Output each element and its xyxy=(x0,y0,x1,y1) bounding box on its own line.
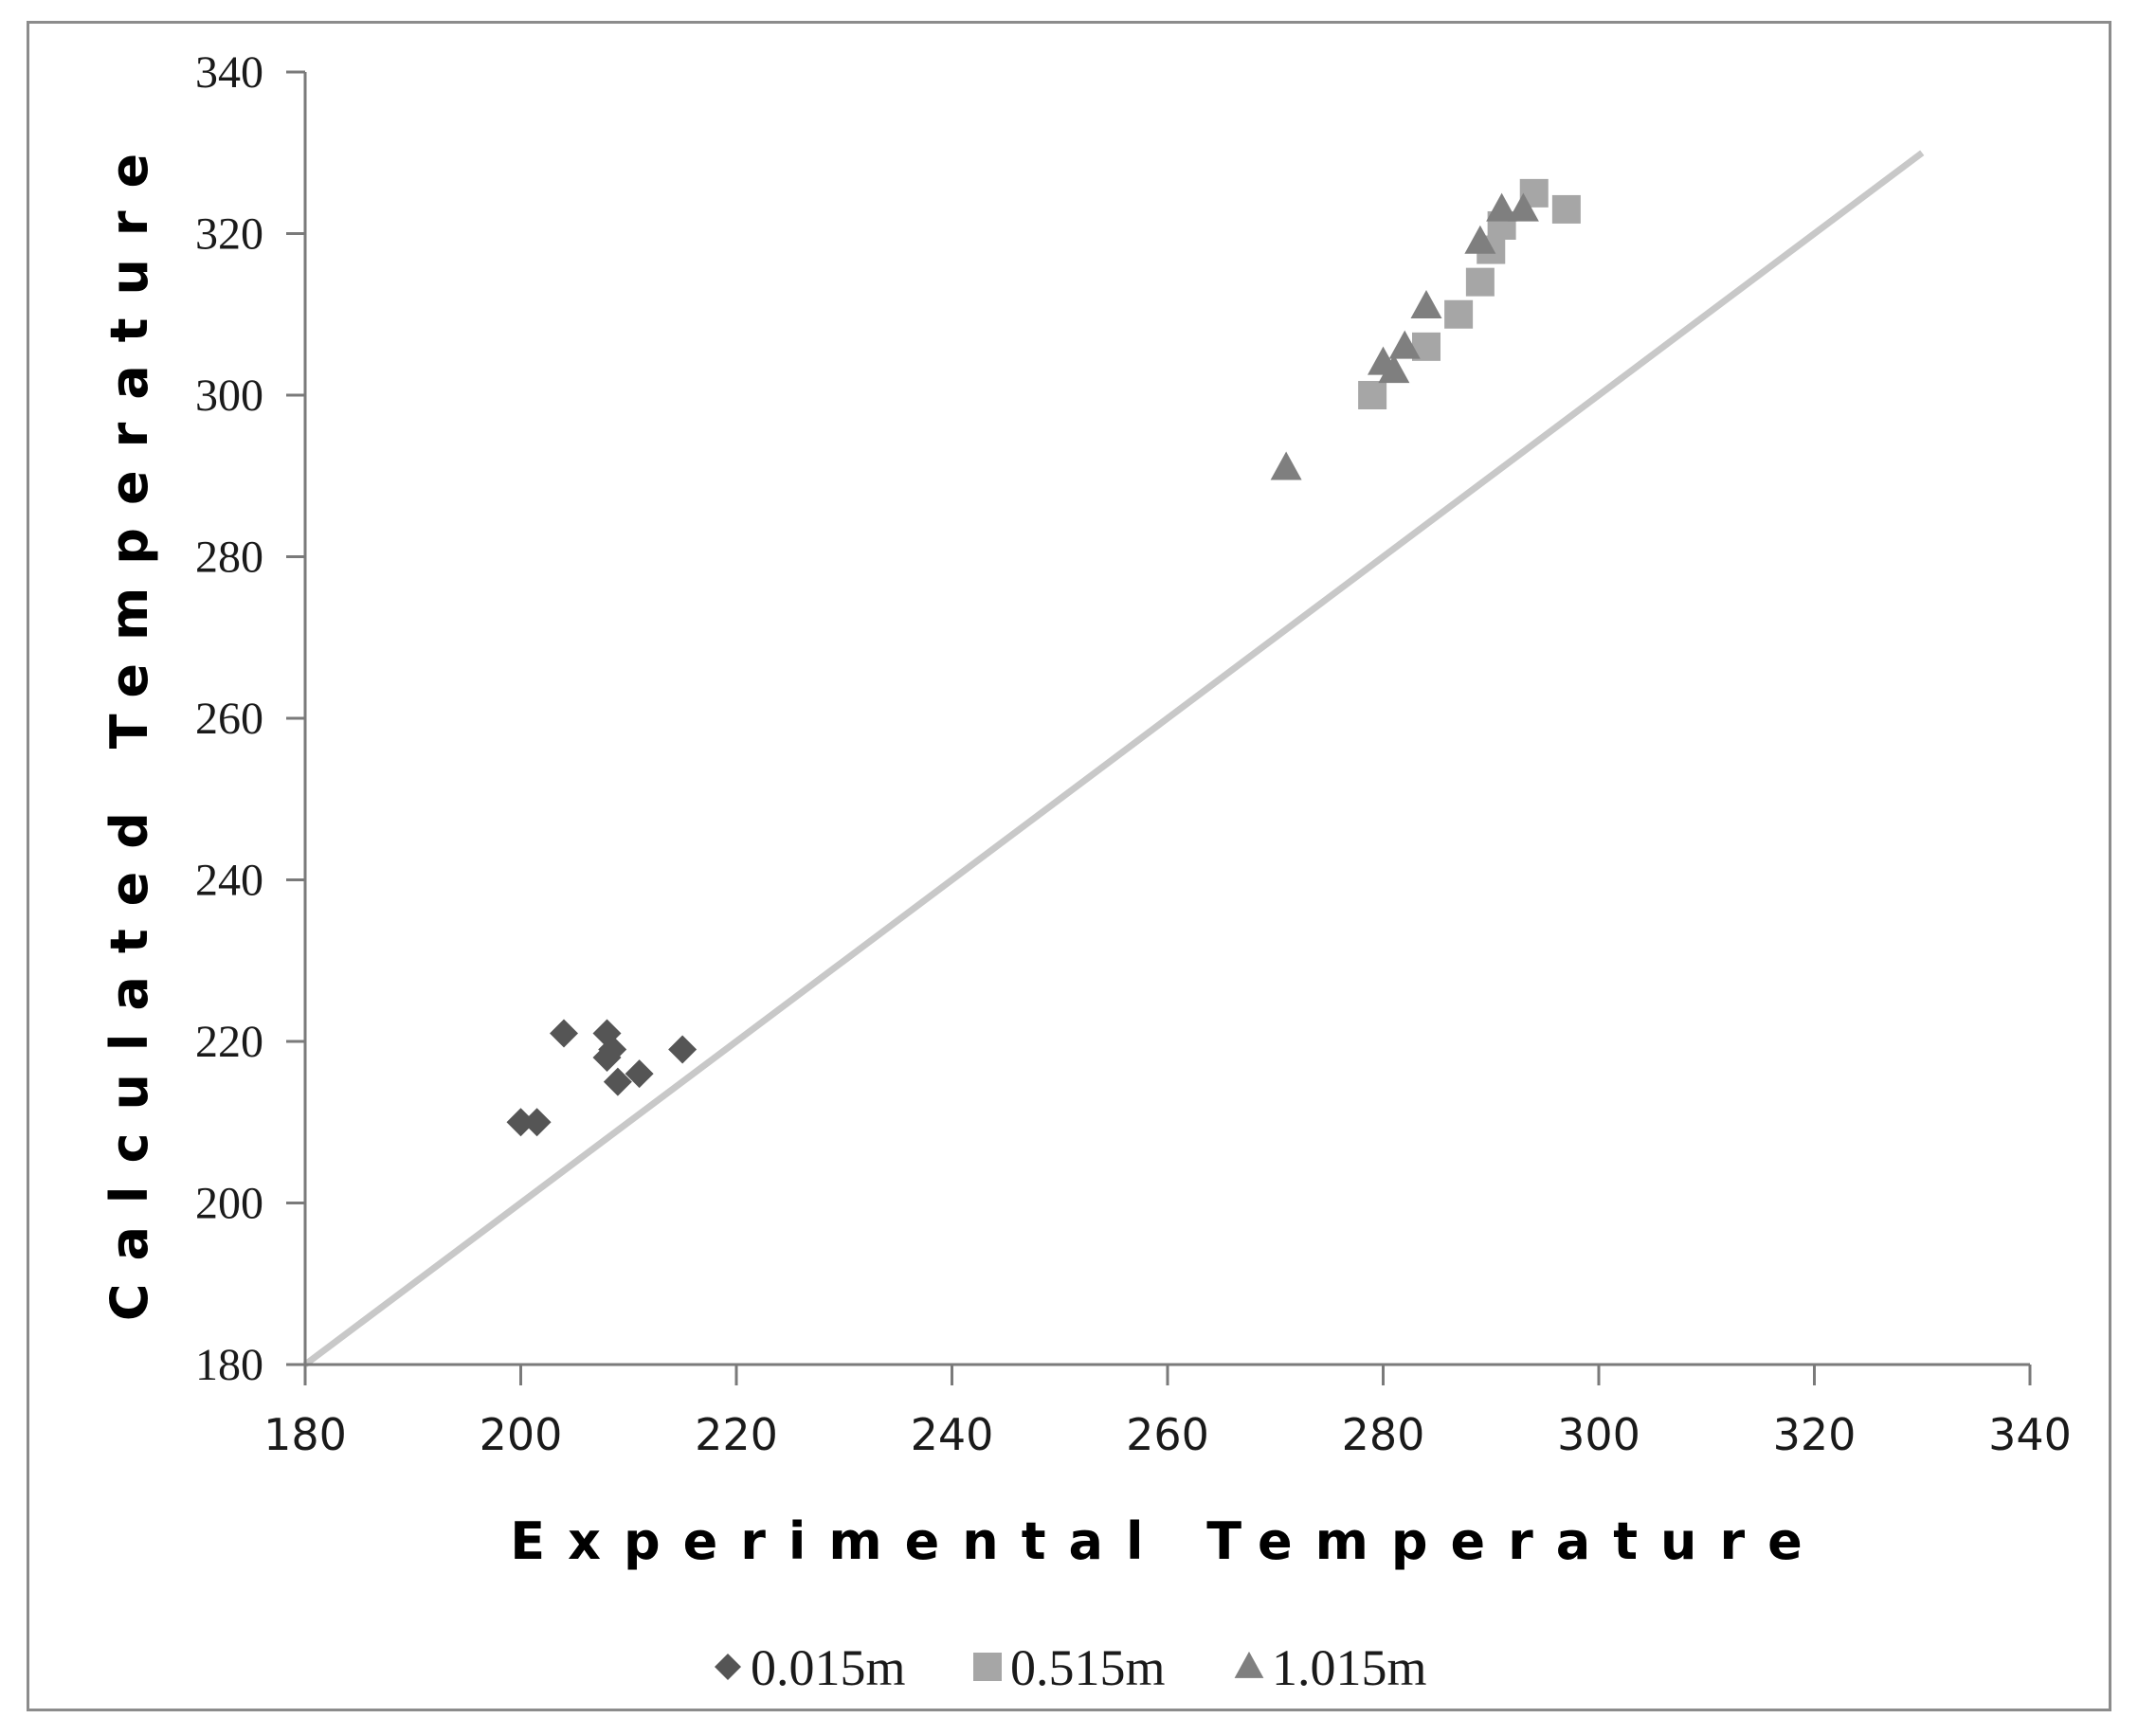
data-point-triangle xyxy=(1270,451,1302,480)
y-tick-label: 340 xyxy=(195,47,263,98)
y-tick-label: 180 xyxy=(195,1340,263,1390)
y-axis-title: Calculated Temperature xyxy=(100,131,159,1321)
data-point-triangle xyxy=(1410,289,1442,318)
x-tick-label: 200 xyxy=(480,1409,563,1460)
reference-line xyxy=(302,150,1925,1367)
legend-label: 1.015m xyxy=(1272,1639,1427,1696)
x-axis-ticks: 180 200 220 240 260 280 300 320 340 xyxy=(263,1365,2072,1460)
chart-frame xyxy=(27,21,2111,1711)
legend-marker-square xyxy=(973,1653,1002,1681)
data-points xyxy=(506,178,1581,1137)
data-point-diamond xyxy=(550,1019,578,1048)
legend-marker-diamond xyxy=(715,1654,741,1680)
data-point-triangle xyxy=(1378,354,1410,384)
y-tick-label: 220 xyxy=(195,1017,263,1067)
x-tick-label: 220 xyxy=(695,1409,778,1460)
data-point-diamond xyxy=(506,1108,535,1137)
legend-marker-triangle xyxy=(1234,1651,1264,1678)
data-point-triangle xyxy=(1507,192,1539,222)
y-tick-label: 200 xyxy=(195,1179,263,1229)
data-point-square xyxy=(1465,267,1495,297)
y-tick-label: 280 xyxy=(195,533,263,583)
data-point-triangle xyxy=(1388,330,1421,359)
x-tick-label: 340 xyxy=(1988,1409,2072,1460)
data-point-diamond xyxy=(625,1059,654,1089)
data-point-diamond xyxy=(668,1035,698,1064)
data-point-square xyxy=(1551,194,1581,224)
y-tick-label: 320 xyxy=(195,209,263,260)
data-point-diamond xyxy=(522,1108,552,1137)
x-tick-label: 260 xyxy=(1126,1409,1209,1460)
y-axis-ticks: 180 200 220 240 260 280 300 320 340 xyxy=(195,47,305,1390)
data-point-diamond xyxy=(603,1067,632,1096)
y-tick-label: 240 xyxy=(195,856,263,906)
reference-line-layer xyxy=(302,150,1925,1367)
legend-label: 0.515m xyxy=(1010,1639,1166,1696)
x-tick-label: 180 xyxy=(263,1409,347,1460)
y-tick-label: 300 xyxy=(195,371,263,421)
data-point-triangle xyxy=(1486,192,1518,222)
data-point-square xyxy=(1444,299,1474,329)
x-tick-label: 240 xyxy=(911,1409,994,1460)
legend-label: 0.015m xyxy=(751,1639,906,1696)
data-point-triangle xyxy=(1464,225,1496,254)
data-point-diamond xyxy=(592,1043,622,1073)
legend: 0.015m 0.515m 1.015m xyxy=(715,1639,1427,1696)
x-axis-title: Experimental Temperature xyxy=(510,1511,1824,1571)
y-tick-label: 260 xyxy=(195,694,263,744)
x-tick-label: 280 xyxy=(1342,1409,1425,1460)
x-tick-label: 300 xyxy=(1557,1409,1640,1460)
data-point-square xyxy=(1358,381,1387,409)
x-tick-label: 320 xyxy=(1773,1409,1857,1460)
